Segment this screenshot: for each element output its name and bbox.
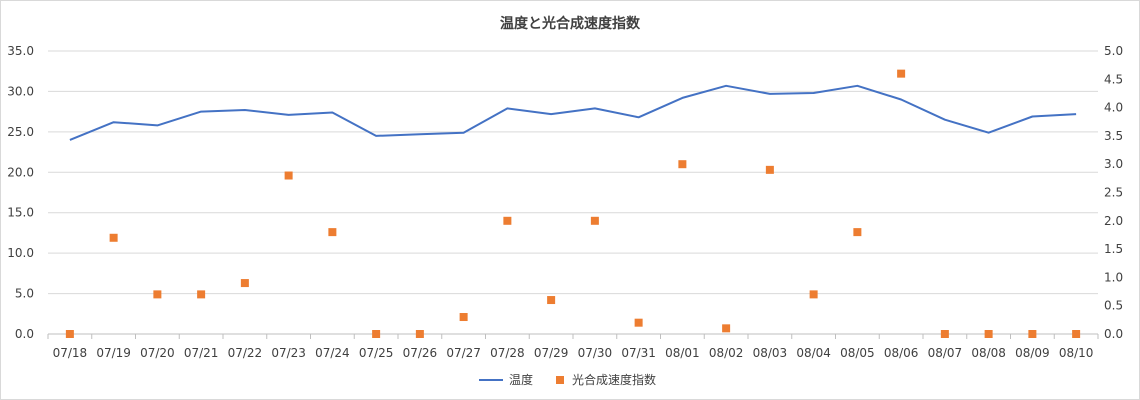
y-right-tick-label: 1.5 [1104,242,1123,256]
series-line-temperature [69,84,1077,141]
y-right-tick-label: 0.5 [1104,299,1123,313]
x-tick-label: 07/29 [534,346,569,360]
series-layer [65,69,1081,338]
legend: 温度 光合成速度指数 [479,372,656,387]
y-axis-left: 0.0 5.0 10.0 15.0 20.0 25.0 30.0 35.0 [7,44,34,341]
y-right-tick-label: 0.0 [1104,327,1123,341]
x-tick-label: 07/19 [96,346,131,360]
scatter-point [853,228,862,237]
scatter-point [678,160,687,169]
x-tick-label: 08/01 [665,346,700,360]
scatter-point [809,290,818,299]
scatter-point [109,233,118,242]
scatter-point [284,171,293,180]
scatter-point [65,330,74,338]
x-tick-label: 08/10 [1059,346,1094,360]
y-left-tick-label: 0.0 [15,327,34,341]
scatter-point [372,330,381,338]
scatter-point [1072,330,1081,338]
x-tick-label: 07/31 [621,346,656,360]
y-right-tick-label: 4.0 [1104,101,1123,115]
y-right-tick-label: 3.5 [1104,129,1123,143]
x-tick-label: 07/27 [446,346,481,360]
y-left-tick-label: 5.0 [15,287,34,301]
y-right-tick-label: 1.0 [1104,270,1123,284]
scatter-point [459,313,468,322]
scatter-point [590,216,599,225]
x-tick-label: 07/25 [359,346,394,360]
x-tick-label: 08/05 [840,346,875,360]
legend-label-photosynthesis: 光合成速度指数 [572,372,656,387]
scatter-point [765,165,774,174]
y-left-tick-label: 30.0 [7,84,34,98]
scatter-point [153,290,162,299]
y-right-tick-label: 5.0 [1104,44,1123,58]
x-tick-label: 07/18 [53,346,88,360]
x-axis: 07/18 07/19 07/20 07/21 07/22 07/23 07/24 07/25… [47,334,1099,360]
y-right-tick-label: 2.0 [1104,214,1123,228]
x-tick-label: 07/23 [271,346,306,360]
grid-lines [48,50,1098,335]
y-right-tick-label: 4.5 [1104,72,1123,86]
x-tick-label: 08/03 [753,346,788,360]
x-tick-label: 07/30 [578,346,613,360]
scatter-point [634,318,643,327]
x-tick-label: 07/24 [315,346,350,360]
y-left-tick-label: 20.0 [7,165,34,179]
scatter-point [197,290,206,299]
scatter-point [503,216,512,225]
scatter-point [240,279,249,288]
y-right-tick-label: 2.5 [1104,186,1123,200]
x-tick-label: 07/20 [140,346,175,360]
y-right-tick-label: 3.0 [1104,157,1123,171]
x-tick-label: 08/08 [971,346,1006,360]
x-tick-label: 08/07 [928,346,963,360]
x-tick-label: 08/02 [709,346,744,360]
x-tick-label: 07/28 [490,346,525,360]
y-left-tick-label: 10.0 [7,246,34,260]
chart-title: 温度と光合成速度指数 [500,15,641,32]
y-left-tick-label: 25.0 [7,125,34,139]
scatter-point [897,69,906,78]
legend-square-marker [556,376,564,384]
x-tick-label: 07/21 [184,346,219,360]
y-left-tick-label: 35.0 [7,44,34,58]
y-left-tick-label: 15.0 [7,206,34,220]
x-tick-label: 08/04 [796,346,831,360]
x-tick-label: 08/09 [1015,346,1050,360]
scatter-point [415,330,424,338]
legend-label-temperature: 温度 [509,372,533,387]
x-tick-label: 07/26 [403,346,438,360]
scatter-point [722,324,731,333]
x-tick-label: 08/06 [884,346,919,360]
x-tick-label: 07/22 [228,346,263,360]
scatter-point [984,330,993,338]
scatter-point [1028,330,1037,338]
scatter-point [547,296,556,305]
scatter-point [328,228,337,237]
scatter-point [940,330,949,338]
y-axis-right: 0.0 0.5 1.0 1.5 2.0 2.5 3.0 3.5 4.0 4.5 5.0 [1104,44,1123,341]
